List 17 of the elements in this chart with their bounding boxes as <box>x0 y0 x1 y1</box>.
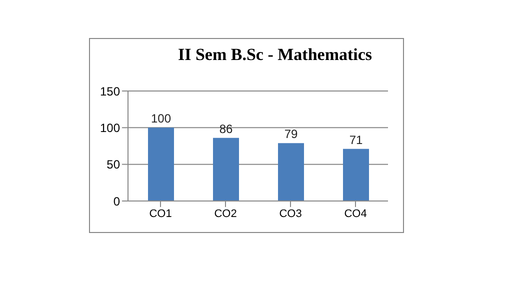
bar <box>213 138 239 201</box>
data-label: 86 <box>219 122 233 136</box>
chart-title: II Sem B.Sc - Mathematics <box>176 45 374 65</box>
y-tick-label: 50 <box>106 158 120 172</box>
y-tick-label: 150 <box>100 84 120 98</box>
x-tick-label: CO3 <box>279 208 302 220</box>
x-tick-label: CO4 <box>344 208 367 220</box>
y-tick-label: 0 <box>113 194 120 208</box>
x-tick-label: CO1 <box>149 208 172 220</box>
y-tick-label: 100 <box>100 120 120 135</box>
data-label: 100 <box>150 112 172 126</box>
data-label: 71 <box>349 132 363 147</box>
x-tick-label: CO2 <box>214 208 237 220</box>
bar <box>278 143 304 201</box>
data-label: 79 <box>284 127 298 142</box>
bar <box>148 128 174 201</box>
bar <box>343 148 369 201</box>
